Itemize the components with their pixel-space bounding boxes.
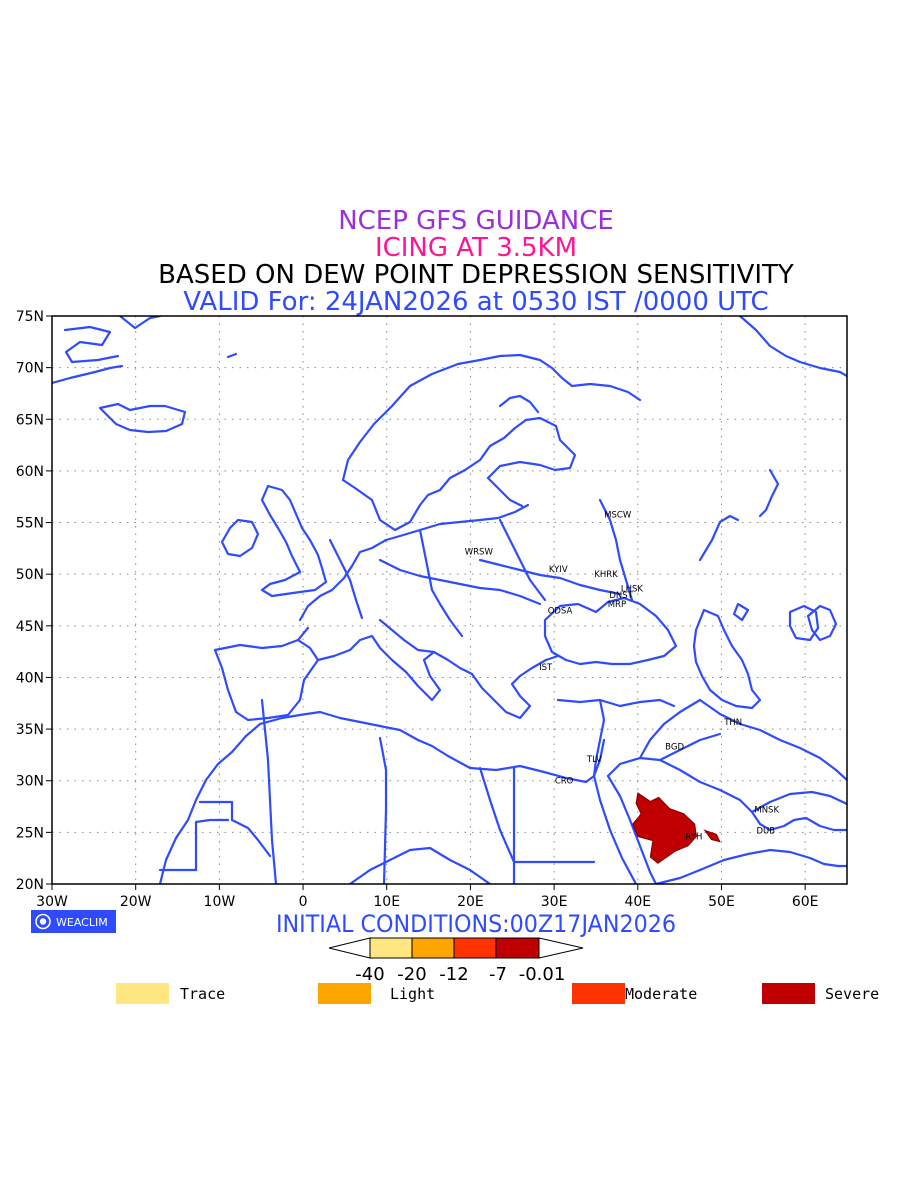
colorbar: -40 -20 -12 -7 -0.01 — [328, 937, 584, 985]
lon-tick-label: 20E — [457, 894, 484, 910]
coastlines-borders — [52, 316, 847, 884]
colorbar-label-4: -7 — [489, 964, 507, 985]
lat-tick-label: 30N — [16, 774, 44, 790]
lat-tick-label: 50N — [16, 567, 44, 583]
station-label: THN — [723, 718, 742, 728]
lon-tick-label: 30E — [541, 894, 568, 910]
lat-tick-label: 20N — [16, 877, 44, 893]
legend-label-trace: Trace — [180, 985, 225, 1003]
initial-conditions: INITIAL CONDITIONS:00Z17JAN2026 — [276, 910, 676, 938]
colorbar-moderate — [453, 937, 497, 959]
lat-tick-label: 70N — [16, 361, 44, 377]
colorbar-label-3: -12 — [439, 964, 468, 985]
station-label: KYIV — [549, 565, 568, 575]
severe-icing-layer — [632, 792, 721, 864]
lon-tick-label: 10E — [373, 894, 400, 910]
colorbar-label-2: -20 — [397, 964, 426, 985]
station-label: TLV — [586, 755, 602, 765]
weaclim-logo: WEACLIM — [31, 910, 116, 933]
lat-tick-label: 45N — [16, 619, 44, 635]
legend-swatch-trace — [116, 983, 169, 1004]
legend-swatch-light — [318, 983, 371, 1004]
station-label: IST — [539, 663, 553, 673]
lon-tick-label: 30W — [36, 894, 68, 910]
axis-ticks: 30W 20W 10W 0 10E 20E 30E 40E 50E 60E 20N 25N 30N 35N… — [16, 309, 819, 910]
lat-tick-label: 35N — [16, 722, 44, 738]
lat-lon-grid — [52, 316, 847, 884]
station-label: WRSW — [465, 548, 494, 558]
legend-swatch-severe — [762, 983, 815, 1004]
lon-tick-label: 10W — [204, 894, 236, 910]
station-label: RYH — [685, 833, 702, 843]
severe-icing-spot — [703, 829, 721, 843]
colorbar-label-5: -0.01 — [519, 964, 566, 985]
lon-tick-label: 60E — [792, 894, 819, 910]
title-line-3: BASED ON DEW POINT DEPRESSION SENSITIVIT… — [158, 260, 794, 290]
station-label: ODSA — [548, 606, 573, 616]
title-line-4: VALID For: 24JAN2026 at 0530 IST /0000 U… — [183, 287, 768, 317]
station-label: DNST — [609, 591, 633, 601]
colorbar-left-arrow — [328, 937, 371, 959]
colorbar-right-arrow — [538, 937, 584, 959]
legend-label-moderate: Moderate — [625, 985, 697, 1003]
map-frame — [51, 315, 848, 885]
icing-legend: Trace Light Moderate Severe — [116, 983, 879, 1004]
station-label: MSCW — [604, 510, 632, 520]
colorbar-label-1: -40 — [355, 964, 384, 985]
lat-tick-label: 40N — [16, 670, 44, 686]
station-label: LHSK — [621, 585, 644, 595]
station-label: MNSK — [754, 806, 779, 816]
station-label: CRO — [555, 777, 574, 787]
legend-label-light: Light — [390, 985, 435, 1003]
lat-tick-label: 60N — [16, 464, 44, 480]
lon-tick-label: 40E — [624, 894, 651, 910]
legend-label-severe: Severe — [825, 985, 879, 1003]
lon-tick-label: 50E — [708, 894, 735, 910]
colorbar-trace — [369, 937, 413, 959]
lat-tick-label: 25N — [16, 825, 44, 841]
severe-icing-region — [632, 792, 697, 864]
station-label: MRP — [608, 600, 626, 610]
title-line-1: NCEP GFS GUIDANCE — [338, 206, 614, 236]
station-label: BGD — [665, 743, 684, 753]
colorbar-severe — [495, 937, 540, 959]
weaclim-logo-text: WEACLIM — [56, 916, 108, 929]
lon-tick-label: 0 — [299, 894, 308, 910]
station-label: KHRK — [594, 570, 618, 580]
title-line-2: ICING AT 3.5KM — [375, 233, 577, 263]
station-label: DUB — [756, 826, 775, 836]
colorbar-light — [411, 937, 455, 959]
lat-tick-label: 75N — [16, 309, 44, 325]
legend-swatch-moderate — [572, 983, 625, 1004]
lon-tick-label: 20W — [120, 894, 152, 910]
lat-tick-label: 65N — [16, 412, 44, 428]
lat-tick-label: 55N — [16, 516, 44, 532]
